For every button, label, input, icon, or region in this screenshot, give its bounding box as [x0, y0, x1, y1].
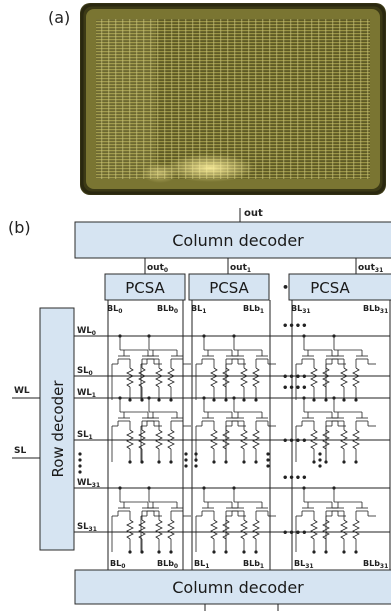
ellipsis-row0: •••• — [282, 321, 308, 332]
bitline-labels-bottom-1: BL1 BLb1 — [194, 559, 264, 570]
bitline-labels-top-1: BL1 BLb1 — [191, 304, 264, 315]
panel-b-label: (b) — [8, 218, 31, 237]
out-label: out — [244, 208, 263, 219]
ellipsis-row31: •••• — [282, 473, 308, 484]
ellipsis-sl1: •••• — [282, 436, 308, 447]
pcsa-label-0: PCSA — [125, 279, 165, 297]
external-sl-label: SL — [14, 446, 26, 456]
vertical-ellipses — [78, 452, 322, 474]
pcsa-label-1: PCSA — [209, 279, 249, 297]
panel-a-label: (a) — [48, 8, 71, 27]
column-decoder-bottom — [74, 569, 391, 605]
bitline-labels-bottom-0: BL0 BLb0 — [110, 559, 178, 570]
ellipsis-sl31: •••• — [282, 528, 308, 539]
out0-label: out0 — [147, 263, 168, 274]
row-31: WL31 SL31 •••• •••• — [74, 473, 390, 555]
bitline-wires — [107, 300, 391, 570]
wl1-label: WL1 — [77, 388, 96, 399]
column-decoder-bottom-label: Column decoder — [172, 578, 304, 597]
row-decoder-label: Row decoder — [49, 380, 67, 478]
sl1-label: SL1 — [77, 430, 93, 441]
wl0-label: WL0 — [77, 326, 96, 337]
ellipsis-row1: •••• — [282, 383, 308, 394]
bitline-labels-top-0: BL0 BLb0 — [107, 304, 178, 315]
external-wl-label: WL — [14, 386, 30, 396]
column-decoder-top-label: Column decoder — [172, 231, 304, 250]
row-decoder — [39, 307, 75, 551]
column-decoder-top — [74, 221, 391, 259]
out31-label: out31 — [358, 263, 383, 274]
wl31-label: WL31 — [77, 478, 100, 489]
bitline-labels-bottom-31: BL31 BLb31 — [294, 559, 388, 570]
row-1: WL1 SL1 •••• •••• — [74, 383, 390, 465]
array-schematic: out Column decoder out0 out1 out31 PCSA … — [12, 208, 391, 611]
pcsa-label-2: PCSA — [310, 279, 350, 297]
sl0-label: SL0 — [77, 366, 93, 377]
pcsa-block-2 — [288, 273, 391, 301]
pcsa-block-0 — [104, 273, 186, 301]
out1-label: out1 — [230, 263, 251, 274]
chip-micrograph — [80, 3, 386, 195]
sl31-label: SL31 — [77, 522, 97, 533]
bitline-labels-top-31: BL31 BLb31 — [291, 304, 388, 315]
row-0: WL0 SL0 •••• •••• — [74, 321, 390, 403]
pcsa-block-1 — [188, 273, 270, 301]
ellipsis-sl0: •••• — [282, 372, 308, 383]
